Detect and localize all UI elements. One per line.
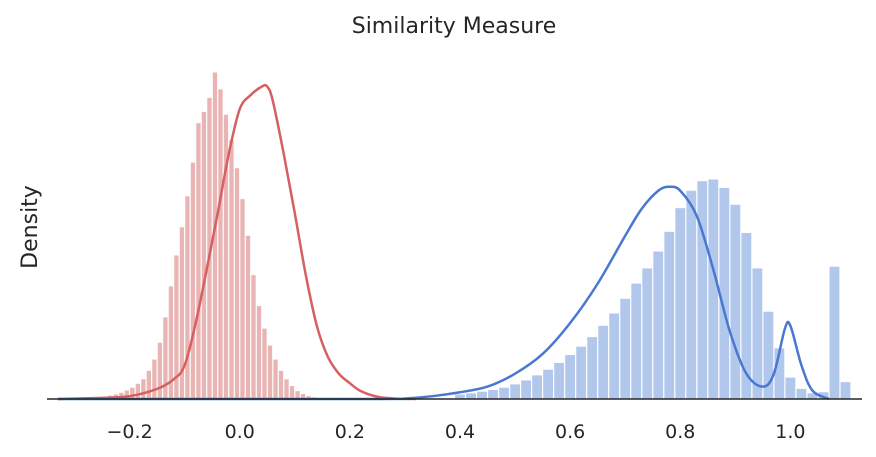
histogram-bar	[207, 97, 212, 399]
histogram-bar	[163, 317, 168, 399]
histogram-bar	[477, 391, 487, 399]
histogram-bar	[620, 298, 631, 399]
histogram-bar	[587, 337, 598, 399]
histogram-bar	[455, 394, 465, 399]
histogram-bar	[240, 199, 245, 399]
histogram-bar	[256, 306, 262, 399]
x-tick-label: 0.0	[225, 421, 255, 443]
histogram-bar	[157, 342, 163, 399]
histogram-bar	[818, 392, 829, 399]
histogram-bar	[697, 181, 708, 399]
histogram-bar	[554, 362, 565, 399]
histogram-bar	[829, 266, 840, 399]
histogram-bar	[741, 232, 752, 399]
histogram-bar	[267, 345, 273, 399]
x-tick-label: 0.6	[555, 421, 585, 443]
histogram-bar	[510, 384, 520, 399]
histogram-bar	[146, 370, 152, 399]
chart-title: Similarity Measure	[352, 14, 557, 39]
histogram-bar	[532, 375, 543, 399]
histogram-bar	[218, 89, 223, 399]
histogram-bar	[642, 268, 653, 399]
histogram-bar	[223, 114, 229, 399]
histogram-bar	[306, 396, 311, 399]
x-tick-label: 0.4	[445, 421, 475, 443]
histogram-bar	[245, 235, 251, 399]
histogram-bar	[488, 389, 498, 399]
histogram-bar	[565, 355, 576, 399]
histogram-bar	[179, 227, 185, 399]
histogram-bar	[295, 391, 300, 399]
x-tick-label: 0.8	[665, 421, 695, 443]
kde-lines	[57, 83, 830, 401]
histogram-bar	[196, 123, 201, 399]
histogram-bar	[543, 369, 554, 399]
histogram-bar	[708, 179, 719, 399]
histogram-bar	[289, 386, 295, 399]
histogram-bar	[251, 275, 256, 399]
histogram-bar	[174, 255, 179, 399]
histogram-bar	[466, 393, 476, 399]
histogram-bar	[686, 190, 697, 399]
histogram-bar	[653, 251, 664, 399]
histogram-bar	[840, 382, 851, 399]
histogram-bar	[212, 72, 218, 400]
histogram-bar	[752, 268, 763, 399]
histogram-bar	[300, 393, 306, 399]
histogram-bar	[631, 283, 642, 399]
histogram-bar	[141, 379, 146, 399]
histogram-bar	[499, 387, 509, 399]
y-axis-label: Density	[18, 185, 43, 269]
histogram-bars	[75, 72, 851, 400]
histogram-bar	[598, 325, 609, 399]
histogram-bar	[229, 140, 234, 399]
histogram-bar	[675, 208, 686, 399]
x-tick-label: −0.2	[107, 421, 153, 443]
histogram-bar	[576, 346, 587, 399]
histogram-bar	[521, 380, 531, 399]
x-tick-label: 0.2	[335, 421, 365, 443]
histogram-bar	[284, 379, 289, 399]
histogram-bar	[135, 383, 141, 399]
histogram-bar	[185, 196, 190, 399]
histogram-bar	[796, 388, 807, 399]
histogram-bar	[774, 348, 785, 399]
histogram-bar	[273, 359, 278, 399]
histogram-bar	[234, 168, 240, 399]
histogram-bar	[201, 111, 207, 399]
histogram-bar	[807, 393, 818, 399]
histogram-bar	[278, 370, 284, 399]
histogram-bar	[609, 313, 620, 399]
histogram-bar	[719, 187, 730, 399]
histogram-bar	[152, 359, 157, 399]
x-tick-labels: −0.2 0.0 0.2 0.4 0.6 0.8 1.0	[107, 421, 806, 443]
histogram-bar	[130, 387, 135, 399]
histogram-bar	[262, 328, 267, 399]
histogram-bar	[763, 311, 774, 399]
histogram-bar	[190, 162, 196, 399]
histogram-bar	[785, 377, 796, 399]
kde-line-blue	[58, 185, 830, 401]
histogram-bar	[730, 204, 741, 399]
histogram-bar	[124, 390, 130, 399]
x-tick-label: 1.0	[775, 421, 805, 443]
kde-line-red	[57, 83, 416, 401]
histogram-bar	[664, 231, 675, 399]
histogram-bar	[168, 286, 174, 399]
